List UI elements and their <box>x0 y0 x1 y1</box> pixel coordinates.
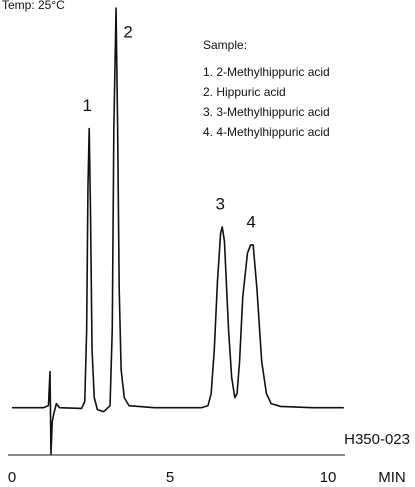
x-axis-label: MIN <box>378 469 406 486</box>
x-tick-label: 10 <box>320 469 337 486</box>
x-tick-label: 5 <box>166 469 174 486</box>
peak-label: 2 <box>123 22 132 41</box>
legend-title: Sample: <box>203 38 247 52</box>
temp-note: Temp: 25°C <box>2 0 65 12</box>
peak-label: 1 <box>82 96 91 115</box>
legend-item: 2. Hippuric acid <box>203 85 286 99</box>
peak-label: 3 <box>215 194 224 213</box>
x-tick-label: 0 <box>8 469 16 486</box>
chromatogram-trace <box>12 7 344 455</box>
figure-code: H350-023 <box>344 431 410 448</box>
legend-item: 1. 2-Methylhippuric acid <box>203 65 330 79</box>
legend-item: 4. 4-Methylhippuric acid <box>203 125 330 139</box>
legend-item: 3. 3-Methylhippuric acid <box>203 105 330 119</box>
peak-label: 4 <box>246 212 255 231</box>
